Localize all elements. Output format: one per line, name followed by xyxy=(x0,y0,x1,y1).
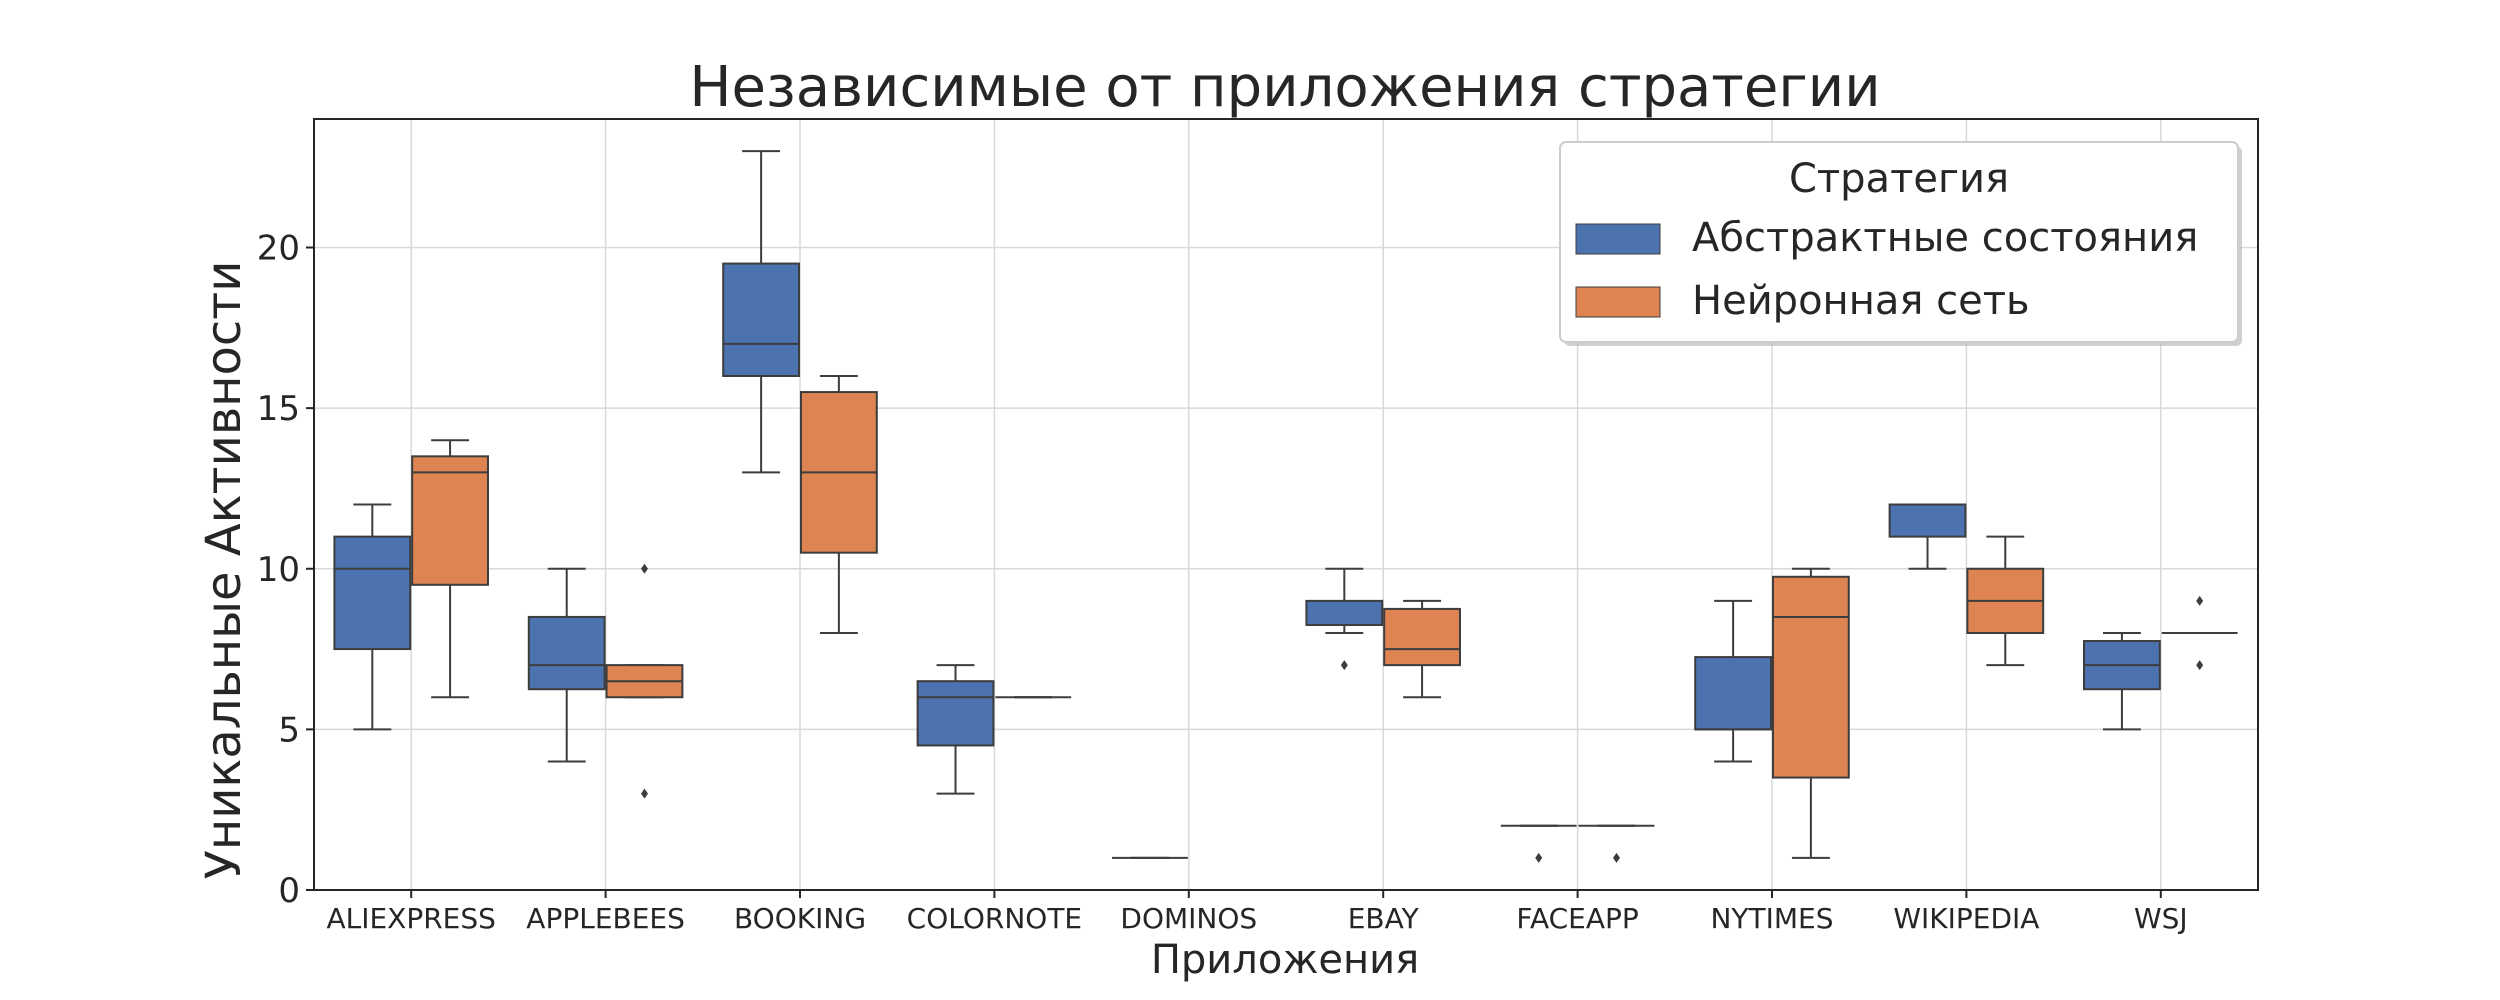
box-0-8 xyxy=(1888,503,1967,570)
box-flier xyxy=(1535,852,1543,863)
x-tick-label: FACEAPP xyxy=(1516,902,1638,935)
chart-title: Независимые от приложения стратегии xyxy=(689,55,1880,120)
box-1-7 xyxy=(1771,567,1850,859)
box-body xyxy=(1771,575,1850,779)
plot-frame xyxy=(313,118,2259,891)
box-flier xyxy=(1612,852,1620,863)
x-tick-label: EBAY xyxy=(1348,902,1420,935)
legend-label: Абстрактные состояния xyxy=(1692,215,2198,261)
box-1-8 xyxy=(1966,535,2045,667)
box-body xyxy=(527,615,606,691)
box-0-0 xyxy=(333,503,412,731)
legend-swatch xyxy=(1575,223,1661,255)
box-0-6 xyxy=(1500,824,1577,863)
box-1-0 xyxy=(411,439,489,699)
legend-swatch xyxy=(1575,286,1661,318)
box-0-9 xyxy=(2083,632,2161,731)
x-tick-label: WSJ xyxy=(2134,902,2188,935)
x-tick-label: APPLEBEES xyxy=(526,902,685,935)
box-1-6 xyxy=(1578,824,1655,863)
legend: Стратегия Абстрактные состояния Нейронная … xyxy=(1559,141,2242,346)
y-axis-label: Уникальные Активности xyxy=(196,261,252,880)
box-0-7 xyxy=(1694,599,1773,763)
y-tick-label: 5 xyxy=(278,710,300,750)
box-1-2 xyxy=(799,375,878,634)
box-flier xyxy=(2196,660,2204,671)
x-tick-label: NYTIMES xyxy=(1710,902,1833,935)
x-axis-label: Приложения xyxy=(1151,937,1419,983)
box-0-2 xyxy=(722,150,801,474)
y-tick-label: 20 xyxy=(257,229,300,269)
box-body xyxy=(1694,656,1773,731)
y-tick-label: 15 xyxy=(257,389,300,429)
box-body xyxy=(1888,503,1967,538)
box-body xyxy=(1305,599,1384,626)
x-tick-label: WIKIPEDIA xyxy=(1893,902,2039,935)
box-flier xyxy=(2196,595,2204,606)
y-tick-label: 10 xyxy=(257,550,300,590)
legend-title: Стратегия xyxy=(1789,156,2009,202)
x-tick-label: DOMINOS xyxy=(1120,902,1257,935)
x-tick-label: COLORNOTE xyxy=(907,902,1082,935)
box-body xyxy=(333,535,412,651)
box-body xyxy=(1383,607,1461,667)
legend-box xyxy=(1559,141,2239,343)
box-flier xyxy=(1340,660,1348,671)
x-tick-label: ALIEXPRESS xyxy=(326,902,495,935)
legend-label: Нейронная сеть xyxy=(1692,278,2030,324)
y-tick-label: 0 xyxy=(278,871,300,911)
box-1-5 xyxy=(1383,599,1461,699)
box-body xyxy=(722,262,801,377)
box-1-1 xyxy=(605,563,684,799)
box-body xyxy=(916,680,995,747)
x-tick-label: BOOKING xyxy=(734,902,866,935)
box-1-9 xyxy=(2161,595,2238,671)
box-body xyxy=(411,455,489,586)
box-0-1 xyxy=(527,567,606,763)
box-0-3 xyxy=(916,664,995,795)
box-flier xyxy=(640,788,648,799)
box-flier xyxy=(640,563,648,574)
box-0-5 xyxy=(1305,567,1384,671)
